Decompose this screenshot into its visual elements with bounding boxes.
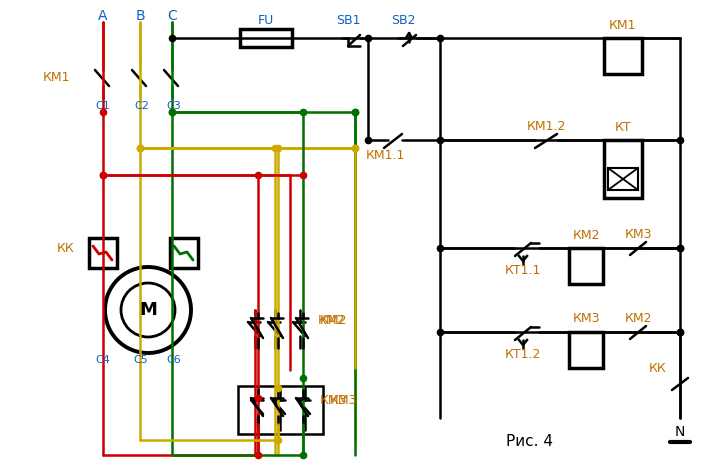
Text: КМ3: КМ3 bbox=[625, 227, 652, 241]
Text: КК: КК bbox=[56, 242, 74, 254]
Bar bbox=[604, 38, 642, 74]
Bar bbox=[608, 168, 638, 190]
Bar bbox=[569, 248, 603, 284]
Text: КТ: КТ bbox=[615, 120, 632, 133]
Text: N: N bbox=[675, 425, 685, 439]
Bar bbox=[569, 332, 603, 368]
Text: КМ1: КМ1 bbox=[43, 70, 70, 84]
Text: КМ2: КМ2 bbox=[625, 312, 652, 324]
Text: C6: C6 bbox=[167, 355, 182, 365]
Text: Рис. 4: Рис. 4 bbox=[507, 434, 554, 449]
Text: КМ3: КМ3 bbox=[572, 313, 600, 326]
Text: КК: КК bbox=[648, 362, 666, 376]
Text: FU: FU bbox=[258, 14, 274, 26]
Text: C4: C4 bbox=[95, 355, 111, 365]
Text: C: C bbox=[167, 9, 177, 23]
Text: М: М bbox=[139, 301, 157, 319]
Text: КМ2: КМ2 bbox=[320, 313, 348, 327]
Bar bbox=[238, 386, 323, 434]
Text: КТ1.1: КТ1.1 bbox=[505, 264, 541, 276]
Text: КМ1.1: КМ1.1 bbox=[365, 149, 404, 162]
Text: C5: C5 bbox=[134, 355, 149, 365]
Text: C3: C3 bbox=[167, 101, 182, 111]
Text: SB2: SB2 bbox=[390, 14, 415, 26]
Text: КМ3: КМ3 bbox=[330, 393, 358, 407]
Text: SB1: SB1 bbox=[336, 14, 360, 26]
Text: КМ2: КМ2 bbox=[572, 228, 600, 242]
Bar bbox=[240, 29, 292, 47]
Text: КМ1.2: КМ1.2 bbox=[526, 119, 566, 133]
Text: C1: C1 bbox=[95, 101, 110, 111]
Text: A: A bbox=[98, 9, 108, 23]
Text: КМ3: КМ3 bbox=[320, 393, 348, 407]
Text: КТ1.2: КТ1.2 bbox=[505, 347, 541, 360]
Text: C2: C2 bbox=[135, 101, 149, 111]
Text: B: B bbox=[135, 9, 145, 23]
Bar bbox=[89, 238, 117, 268]
Bar bbox=[170, 238, 198, 268]
Bar bbox=[604, 140, 642, 198]
Text: КМ2: КМ2 bbox=[318, 313, 346, 327]
Text: КМ1: КМ1 bbox=[609, 18, 637, 31]
